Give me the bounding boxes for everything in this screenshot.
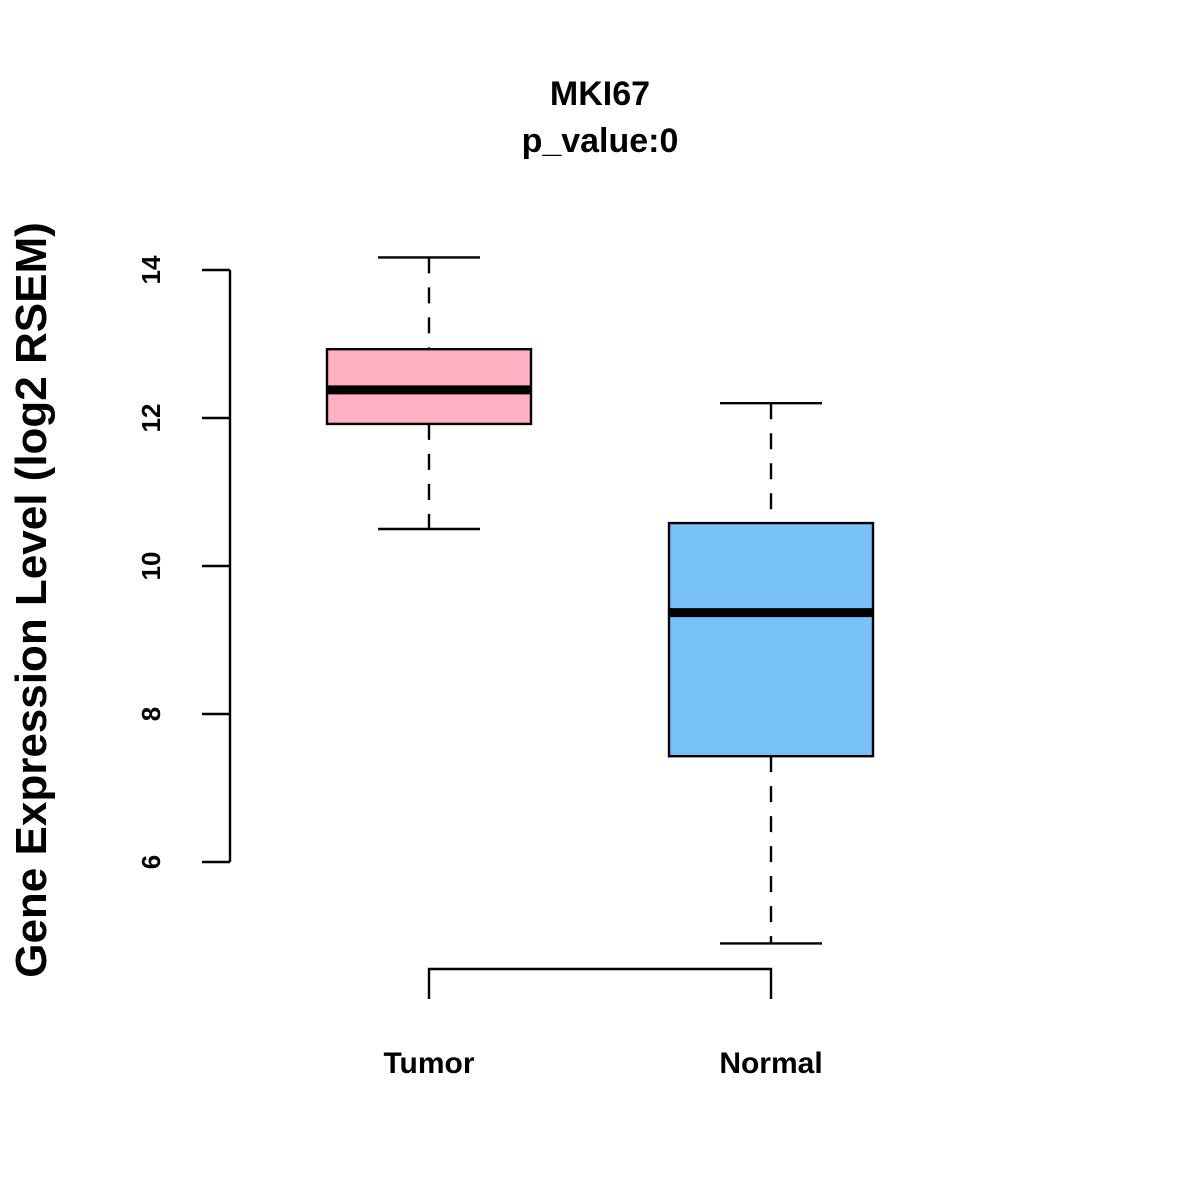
comparison-bracket bbox=[427, 967, 773, 999]
box-normal bbox=[667, 402, 875, 945]
y-axis: 6 8 10 12 14 bbox=[136, 255, 232, 869]
y-tick-label-14: 14 bbox=[136, 255, 166, 284]
y-tick-label-8: 8 bbox=[136, 707, 166, 721]
x-axis-labels: Tumor Normal bbox=[383, 1047, 822, 1080]
chart-subtitle: p_value:0 bbox=[522, 122, 679, 160]
box-iqr-normal bbox=[667, 521, 875, 758]
chart-title: MKI67 bbox=[550, 75, 650, 113]
y-tick-label-12: 12 bbox=[136, 404, 166, 433]
y-tick-label-6: 6 bbox=[136, 855, 166, 869]
box-tumor bbox=[325, 256, 533, 531]
y-tick-label-10: 10 bbox=[136, 552, 166, 581]
bracket-line bbox=[427, 967, 773, 999]
x-label-normal: Normal bbox=[719, 1047, 822, 1080]
x-label-tumor: Tumor bbox=[383, 1047, 474, 1080]
y-axis-label: Gene Expression Level (log2 RSEM) bbox=[7, 222, 56, 978]
box-series bbox=[325, 256, 875, 945]
